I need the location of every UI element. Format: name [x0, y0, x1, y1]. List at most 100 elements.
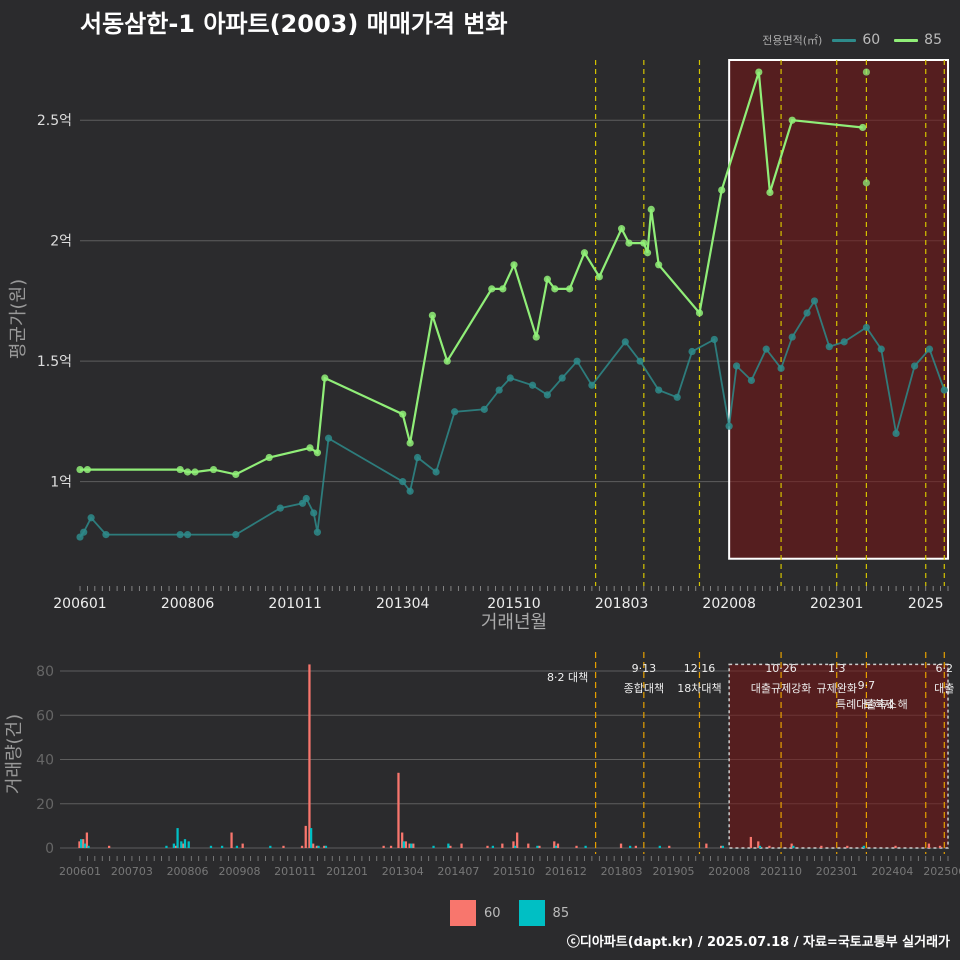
volume-bar-85 — [584, 845, 587, 848]
price-point-60 — [940, 386, 948, 394]
price-point-60 — [324, 434, 333, 442]
price-point-60 — [788, 333, 796, 341]
volume-x-tick-label: 202110 — [760, 865, 802, 878]
price-point-60 — [232, 531, 240, 539]
volume-y-tick-label: 60 — [36, 708, 54, 724]
price-point-60 — [506, 374, 514, 382]
price-x-tick-label: 201304 — [376, 596, 430, 612]
volume-bar-60 — [241, 843, 244, 848]
price-x-tick-label: 201803 — [595, 596, 648, 612]
price-legend: 전용면적(㎡) 60 85 — [762, 32, 950, 48]
price-point-60 — [747, 376, 756, 385]
volume-bar-60 — [749, 836, 753, 848]
price-point-60 — [87, 514, 95, 522]
volume-annotation-text: 규제완화 — [816, 682, 856, 695]
volume-bar-85 — [410, 843, 413, 848]
price-point-60 — [399, 478, 407, 486]
volume-x-tick-label: 200703 — [111, 865, 153, 878]
volume-bar-85 — [447, 843, 450, 848]
price-point-85 — [532, 333, 540, 341]
volume-bar-60 — [304, 825, 307, 848]
volume-x-tick-label: 201905 — [653, 865, 695, 878]
volume-bar-60 — [486, 845, 489, 848]
volume-x-tick-label: 202301 — [816, 865, 858, 878]
volume-bar-60 — [527, 843, 530, 848]
price-point-85 — [625, 239, 633, 247]
price-point-85 — [655, 261, 663, 269]
volume-annotation-date: 12·16 — [684, 662, 716, 675]
volume-y-tick-label: 40 — [36, 753, 54, 769]
price-point-60 — [183, 531, 192, 539]
price-point-60 — [558, 374, 566, 382]
price-point-60 — [862, 323, 870, 332]
price-point-85 — [83, 465, 92, 474]
price-point-85 — [209, 465, 218, 474]
volume-bar-60 — [757, 841, 760, 848]
price-point-60 — [732, 362, 741, 370]
volume-bar-85 — [658, 845, 661, 848]
price-y-tick-label: 2.5억 — [37, 113, 72, 129]
volume-legend: 60 85 — [450, 900, 579, 926]
price-x-tick-label: 200806 — [161, 596, 215, 612]
volume-bar-85 — [758, 845, 762, 848]
price-x-tick-label: 201510 — [487, 596, 540, 612]
price-highlight-box — [728, 59, 950, 560]
legend-label-85: 85 — [924, 32, 942, 48]
volume-bar-85 — [317, 845, 320, 848]
price-point-85 — [718, 186, 726, 194]
price-point-85 — [859, 123, 867, 132]
price-point-85 — [510, 261, 518, 269]
volume-bar-60 — [820, 845, 823, 848]
price-point-60 — [432, 468, 440, 476]
price-line-85 — [80, 71, 863, 476]
volume-bar-85 — [309, 828, 313, 848]
price-point-60 — [313, 528, 322, 536]
volume-y-tick-label: 80 — [36, 664, 54, 680]
price-point-85 — [488, 285, 496, 293]
price-point-60 — [102, 531, 110, 539]
volume-bar-60 — [668, 845, 671, 848]
volume-x-tick-label: 202008 — [708, 865, 750, 878]
volume-x-tick-label: 200601 — [59, 865, 101, 878]
price-point-85 — [543, 275, 551, 283]
volume-bar-85 — [209, 845, 213, 848]
price-point-85 — [647, 205, 655, 213]
price-point-60 — [911, 362, 919, 370]
price-point-60 — [573, 357, 581, 365]
volume-bar-85 — [269, 845, 272, 848]
price-point-60 — [480, 405, 488, 413]
volume-legend-label-60: 60 — [484, 905, 501, 921]
volume-bar-60 — [174, 845, 178, 848]
price-y-axis-label: 평균가(원) — [8, 279, 29, 359]
volume-bar-85 — [628, 845, 632, 848]
volume-bar-60 — [408, 843, 411, 848]
price-x-tick-label: 2025 — [908, 596, 944, 612]
price-point-85 — [595, 273, 603, 281]
volume-bar-60 — [230, 832, 233, 848]
price-x-axis-label: 거래년월 — [481, 612, 547, 633]
volume-bar-60 — [312, 843, 315, 848]
price-point-60 — [762, 345, 770, 353]
volume-annotation-date: 9·7 — [858, 679, 876, 692]
price-point-85 — [551, 285, 559, 293]
price-point-60 — [655, 386, 663, 394]
price-point-60 — [310, 509, 318, 517]
price-point-85 — [176, 465, 184, 474]
volume-bar-60 — [300, 845, 304, 848]
price-point-85 — [183, 468, 192, 476]
volume-y-tick-label: 20 — [36, 797, 54, 813]
volume-bar-60 — [382, 845, 385, 848]
price-point-60 — [777, 364, 785, 372]
price-point-85 — [399, 410, 407, 418]
price-point-60 — [621, 338, 629, 346]
volume-bar-60 — [460, 843, 463, 848]
volume-bar-60 — [182, 843, 185, 848]
price-point-60 — [725, 422, 733, 430]
price-point-85 — [640, 239, 648, 247]
legend-swatch-85 — [894, 38, 919, 42]
volume-bar-60 — [516, 832, 519, 848]
price-point-60 — [80, 528, 88, 536]
volume-annotation-text: 8·2 대책 — [547, 671, 588, 684]
volume-y-tick-label: 0 — [45, 841, 54, 857]
